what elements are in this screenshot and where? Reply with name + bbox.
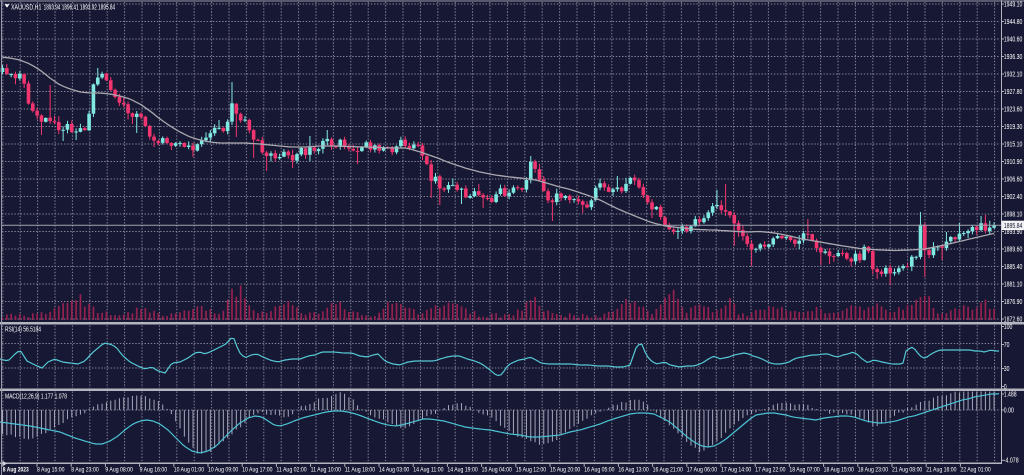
svg-text:1881.10: 1881.10 <box>1004 281 1023 288</box>
svg-text:16 Aug 05:00: 16 Aug 05:00 <box>584 467 614 474</box>
svg-text:1949.10: 1949.10 <box>1004 1 1023 8</box>
svg-text:1915.10: 1915.10 <box>1004 141 1023 148</box>
svg-text:17 Aug 06:00: 17 Aug 06:00 <box>687 467 717 474</box>
svg-text:18 Aug 23:00: 18 Aug 23:00 <box>858 467 888 474</box>
svg-text:14 Aug 03:00: 14 Aug 03:00 <box>379 467 409 474</box>
svg-text:70: 70 <box>1004 342 1010 349</box>
svg-text:22 Aug 01:00: 22 Aug 01:00 <box>960 467 990 474</box>
svg-text:1940.60: 1940.60 <box>1004 36 1023 43</box>
svg-text:1898.10: 1898.10 <box>1004 211 1023 218</box>
svg-text:9 Aug 08:00: 9 Aug 08:00 <box>105 467 133 474</box>
svg-text:0.00: 0.00 <box>1004 407 1014 414</box>
svg-text:MACD(12,26,9) 1.177 1.078: MACD(12,26,9) 1.177 1.078 <box>5 394 67 401</box>
svg-text:1906.60: 1906.60 <box>1004 176 1023 183</box>
svg-text:1893.94 1896.41 1893.92 1895.8: 1893.94 1896.41 1893.92 1895.84 <box>44 4 116 11</box>
svg-text:1889.60: 1889.60 <box>1004 246 1023 253</box>
svg-text:1876.90: 1876.90 <box>1004 299 1023 306</box>
svg-text:1923.60: 1923.60 <box>1004 106 1023 113</box>
svg-text:10 Aug 01:00: 10 Aug 01:00 <box>174 467 204 474</box>
svg-text:30: 30 <box>1004 366 1010 373</box>
svg-text:1872.60: 1872.60 <box>1004 316 1023 323</box>
svg-text:17 Aug 22:00: 17 Aug 22:00 <box>755 467 785 474</box>
svg-text:16 Aug 21:00: 16 Aug 21:00 <box>653 467 683 474</box>
svg-text:11 Aug 02:00: 11 Aug 02:00 <box>276 467 306 474</box>
svg-text:1936.30: 1936.30 <box>1004 54 1023 61</box>
svg-text:1932.10: 1932.10 <box>1004 71 1023 78</box>
svg-text:1919.30: 1919.30 <box>1004 124 1023 131</box>
svg-text:XAUUSD,H1: XAUUSD,H1 <box>11 4 42 11</box>
svg-text:1944.80: 1944.80 <box>1004 19 1023 26</box>
svg-text:1893.90: 1893.90 <box>1004 229 1023 236</box>
svg-text:15 Aug 12:00: 15 Aug 12:00 <box>516 467 546 474</box>
svg-text:1.488: 1.488 <box>1004 391 1017 398</box>
svg-text:1927.80: 1927.80 <box>1004 89 1023 96</box>
svg-text:15 Aug 20:00: 15 Aug 20:00 <box>550 467 580 474</box>
svg-text:8 Aug 2023: 8 Aug 2023 <box>3 467 29 474</box>
svg-text:18 Aug 07:00: 18 Aug 07:00 <box>789 467 819 474</box>
svg-text:8 Aug 23:00: 8 Aug 23:00 <box>71 467 99 474</box>
svg-text:1895.84: 1895.84 <box>1004 223 1023 230</box>
svg-text:10 Aug 17:00: 10 Aug 17:00 <box>242 467 272 474</box>
svg-text:9 Aug 16:00: 9 Aug 16:00 <box>140 467 168 474</box>
svg-text:RSI(14) 56.5184: RSI(14) 56.5184 <box>5 327 41 334</box>
svg-text:10 Aug 09:00: 10 Aug 09:00 <box>208 467 238 474</box>
svg-text:21 Aug 16:00: 21 Aug 16:00 <box>926 467 956 474</box>
svg-text:14 Aug 19:00: 14 Aug 19:00 <box>447 467 477 474</box>
svg-text:17 Aug 14:00: 17 Aug 14:00 <box>721 467 751 474</box>
svg-text:-4.078: -4.078 <box>1004 458 1019 465</box>
svg-text:16 Aug 13:00: 16 Aug 13:00 <box>618 467 648 474</box>
svg-text:100: 100 <box>1004 324 1013 331</box>
svg-text:18 Aug 15:00: 18 Aug 15:00 <box>824 467 854 474</box>
svg-text:0: 0 <box>1004 384 1007 391</box>
svg-text:11 Aug 18:00: 11 Aug 18:00 <box>345 467 375 474</box>
svg-text:15 Aug 04:00: 15 Aug 04:00 <box>482 467 512 474</box>
svg-text:1910.90: 1910.90 <box>1004 159 1023 166</box>
svg-text:14 Aug 11:00: 14 Aug 11:00 <box>413 467 443 474</box>
svg-text:1902.40: 1902.40 <box>1004 194 1023 201</box>
svg-text:21 Aug 08:00: 21 Aug 08:00 <box>892 467 922 474</box>
svg-text:11 Aug 10:00: 11 Aug 10:00 <box>311 467 341 474</box>
svg-text:8 Aug 15:00: 8 Aug 15:00 <box>37 467 65 474</box>
svg-text:1885.40: 1885.40 <box>1004 264 1023 271</box>
